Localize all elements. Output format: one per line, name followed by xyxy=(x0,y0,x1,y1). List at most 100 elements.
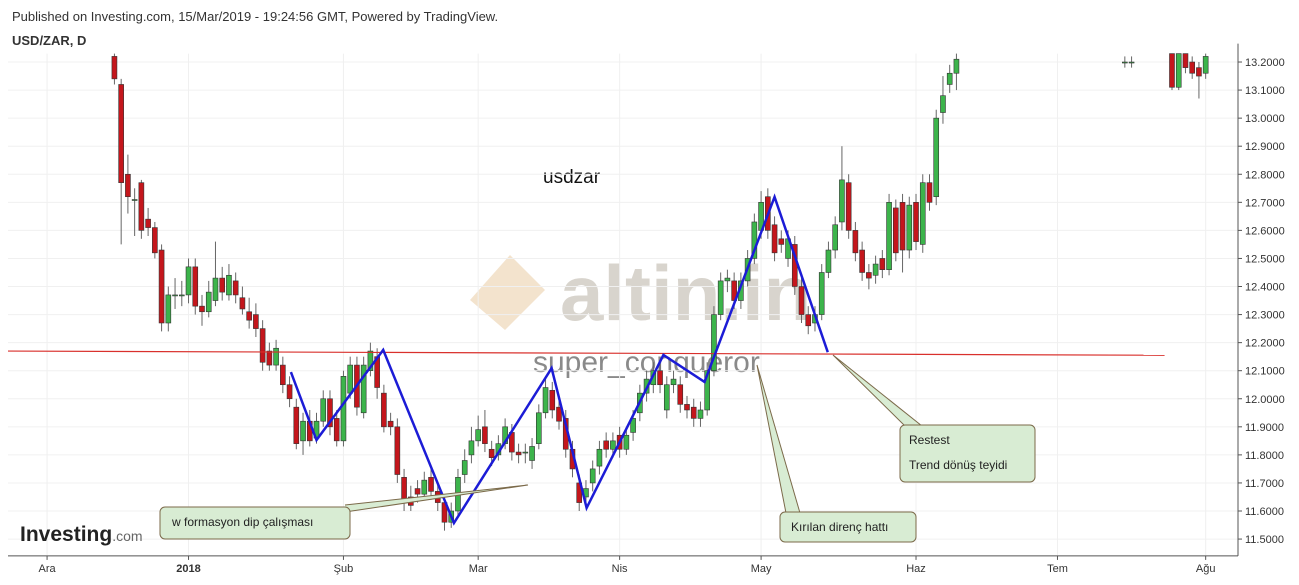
candle-body xyxy=(293,406,300,444)
candle-body xyxy=(273,347,279,366)
y-tick-label: 11.6000 xyxy=(1245,506,1284,518)
candle-body xyxy=(657,370,663,386)
x-tick-label: Şub xyxy=(334,563,354,575)
y-tick-label: 12.7000 xyxy=(1245,197,1285,209)
candle-body xyxy=(488,448,495,458)
candle-body xyxy=(549,390,556,411)
candle-body xyxy=(199,305,205,313)
x-tick-label: Tem xyxy=(1047,563,1068,575)
candle-body xyxy=(118,84,124,183)
logo: Investing.com xyxy=(20,523,143,546)
candle-body xyxy=(623,434,630,450)
candle-body xyxy=(428,477,434,492)
candle-body xyxy=(1175,53,1182,88)
candle-body xyxy=(226,274,232,296)
y-tick-label: 13.0000 xyxy=(1245,113,1285,125)
candle-body xyxy=(751,221,758,259)
candle-body xyxy=(152,227,158,254)
candle-body xyxy=(185,266,192,296)
candle-body xyxy=(1182,53,1189,68)
candle-body xyxy=(690,406,697,419)
logo-main: Investing xyxy=(20,523,112,546)
candle-body xyxy=(866,272,872,279)
candle-body xyxy=(805,314,812,327)
x-tick-label: Mar xyxy=(469,563,488,575)
candle-body xyxy=(165,294,172,324)
candle-body xyxy=(286,384,293,400)
candle-body xyxy=(259,328,266,363)
candle-body xyxy=(327,398,333,428)
candle-body xyxy=(1169,53,1175,88)
candle-body xyxy=(542,387,549,414)
candle-body xyxy=(232,280,239,296)
candle-body xyxy=(677,384,684,405)
candle-body xyxy=(717,280,724,315)
y-tick-label: 11.9000 xyxy=(1245,422,1284,434)
candle-body xyxy=(111,56,118,80)
candle-body xyxy=(461,460,468,475)
y-tick-label: 12.5000 xyxy=(1245,253,1285,265)
candle-body xyxy=(239,297,246,310)
candle-body xyxy=(603,440,609,450)
candle-body xyxy=(172,294,178,297)
y-tick-label: 11.8000 xyxy=(1245,450,1284,462)
candle-body xyxy=(839,179,845,223)
candle-body xyxy=(778,238,785,245)
callout-box xyxy=(779,511,917,543)
candle-body xyxy=(940,95,946,113)
logo-suffix: .com xyxy=(112,528,142,544)
y-tick-label: 12.4000 xyxy=(1245,282,1285,294)
candle-body xyxy=(859,249,865,273)
x-tick-label: Ağu xyxy=(1196,563,1216,575)
candle-body xyxy=(711,314,717,371)
candle-body xyxy=(953,58,960,74)
candle-body xyxy=(367,350,374,371)
candle-body xyxy=(596,448,603,467)
candle-body xyxy=(125,173,131,198)
candle-body xyxy=(266,350,273,366)
candle-body xyxy=(333,418,340,442)
candle-body xyxy=(1122,61,1128,64)
candle-body xyxy=(414,488,421,495)
candle-body xyxy=(919,182,926,245)
y-tick-label: 12.0000 xyxy=(1245,394,1285,406)
candle-body xyxy=(219,277,226,293)
candle-body xyxy=(280,364,286,386)
candle-body xyxy=(347,364,353,394)
y-tick-label: 12.1000 xyxy=(1245,366,1285,378)
candle-body xyxy=(899,202,906,251)
candle-body xyxy=(529,446,535,461)
candle-body xyxy=(535,412,542,444)
x-tick-label: 2018 xyxy=(176,563,200,575)
candle-body xyxy=(253,314,259,329)
y-tick-label: 12.2000 xyxy=(1245,338,1285,350)
candle-body xyxy=(212,277,219,301)
chart-label: usdzar xyxy=(543,167,601,188)
candle-body xyxy=(852,230,859,254)
candle-body xyxy=(825,249,832,273)
candle-body xyxy=(684,404,690,411)
candle-body xyxy=(522,451,529,454)
subtitle: Published on Investing.com, 15/Mar/2019 … xyxy=(12,9,498,24)
callout-pointer xyxy=(756,364,801,514)
x-tick-label: May xyxy=(751,563,772,575)
x-tick-label: Nis xyxy=(612,563,628,575)
candle-body xyxy=(178,294,185,297)
candle-body xyxy=(663,384,670,411)
candle-body xyxy=(300,420,306,442)
candle-body xyxy=(131,199,138,201)
y-tick-label: 11.5000 xyxy=(1245,534,1284,546)
candle-body xyxy=(1202,56,1209,74)
candle-body xyxy=(946,72,953,85)
y-tick-label: 12.9000 xyxy=(1245,141,1285,153)
candle-body xyxy=(205,291,212,313)
candle-body xyxy=(832,224,838,251)
candle-body xyxy=(515,451,522,456)
candle-body xyxy=(475,429,481,442)
candle-body xyxy=(246,311,252,321)
candle-body xyxy=(340,376,347,442)
candle-body xyxy=(320,398,327,422)
callout-pointer xyxy=(344,484,529,513)
candle-body xyxy=(1196,67,1202,77)
